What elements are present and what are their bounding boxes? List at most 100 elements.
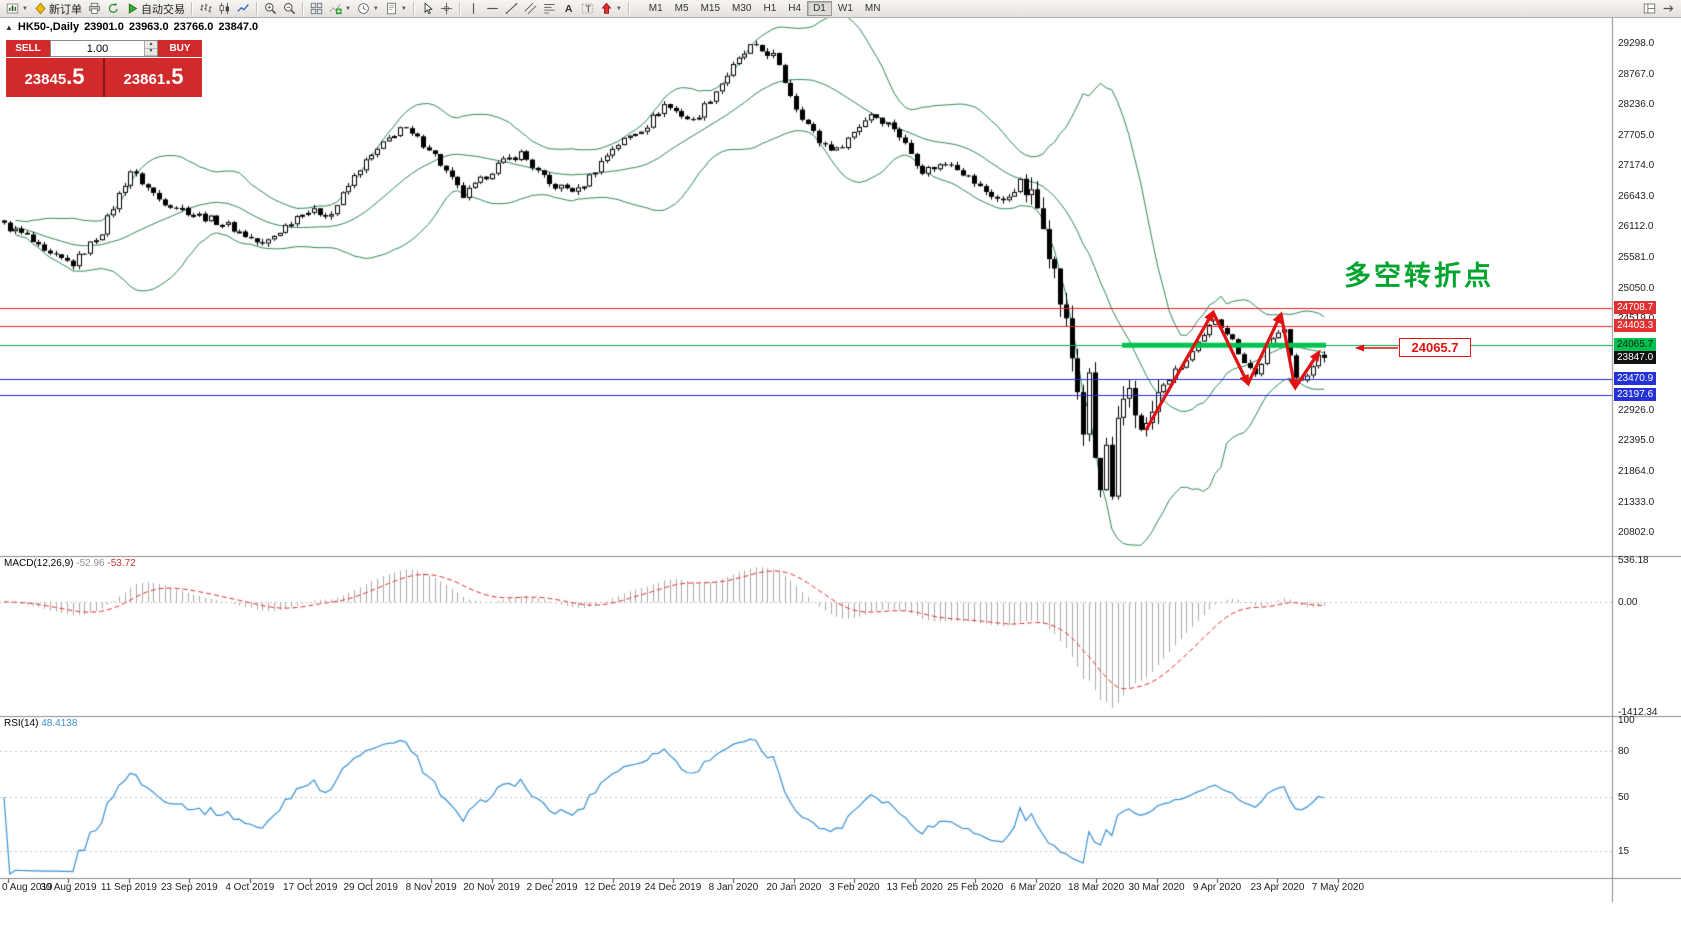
symbol-label: HK50-,Daily [17,21,80,33]
rsi-scale-label: 15 [1618,845,1630,857]
toolbar-text-label-button[interactable]: T [578,1,597,17]
volume-field: ▲ ▼ [50,40,158,57]
toolbar-new-chart-button[interactable]: ▼ [3,1,31,17]
toolbar-separator [412,2,415,15]
volume-input[interactable] [51,41,144,56]
date-label: 18 Mar 2020 [1068,882,1125,893]
horizontal-line-icon [486,2,499,15]
chart-candles-icon [218,2,231,15]
toolbar-chart-candles-button[interactable] [215,1,234,17]
buy-price-pip: .5 [165,64,184,89]
timeframe-mn[interactable]: MN [864,3,881,14]
toolbar-buttons: ▼ 新订单 自动交易 ▼ ▼ ▼ A T ▼ [3,1,633,17]
toolbar-vertical-line-button[interactable] [464,1,483,17]
macd-scale-label: 536.18 [1618,555,1649,566]
timeframe-m5[interactable]: M5 [674,3,689,14]
macd-name: MACD(12,26,9) [4,558,74,569]
buy-button[interactable]: BUY [158,40,202,57]
sell-button[interactable]: SELL [6,40,50,57]
toolbar-crosshair-button[interactable] [437,1,456,17]
one-click-collapse-icon[interactable]: ▲ [5,23,13,32]
volume-spinner: ▲ ▼ [144,41,157,56]
price-scale-label: 21333.0 [1618,496,1655,508]
timeframe-d1[interactable]: D1 [807,1,832,16]
toolbar-tile-windows-button[interactable] [307,1,326,17]
volume-down-button[interactable]: ▼ [145,48,157,56]
price-scale-label: 20802.0 [1618,527,1655,539]
date-label: 6 Mar 2020 [1010,882,1061,893]
text-label-icon: T [581,2,594,15]
timeframe-m30[interactable]: M30 [732,3,752,14]
chart-title: ▲ HK50-,Daily 23901.0 23963.0 23766.0 23847.0 [5,21,263,33]
toolbar-indicators-button[interactable]: ▼ [326,1,354,17]
price-scale-label: 27174.0 [1618,160,1655,172]
toolbar-new-order-button[interactable]: 新订单 [31,1,85,17]
price-axis[interactable]: 29298.0 28767.0 28236.0 27705.0 27174.0 26643… [1613,0,1680,944]
date-label: 17 Oct 2019 [283,882,338,893]
toolbar-arrow-objects-button[interactable]: ▼ [597,1,625,17]
arrow-objects-caret-icon[interactable]: ▼ [615,5,622,12]
rsi-scale-label: 50 [1618,792,1630,803]
buy-price-button[interactable]: 23861.5 [105,58,202,97]
toolbar-cursor-button[interactable] [418,1,437,17]
toolbar-periods-button[interactable]: ▼ [354,1,382,17]
timeframe-w1[interactable]: W1 [837,3,853,14]
high-value: 23963.0 [128,21,169,33]
date-label: 11 Sep 2019 [100,882,157,893]
toolbar-print-button[interactable] [85,1,104,17]
date-label: 9 Apr 2020 [1192,882,1242,893]
toolbar-horizontal-line-button[interactable] [483,1,502,17]
rsi-scale-label: 100 [1618,715,1635,726]
svg-text:T: T [585,4,591,14]
timeframe-h4[interactable]: H4 [788,3,802,14]
price-scale-label: 22926.0 [1618,404,1655,416]
price-scale-label: 25050.0 [1618,282,1655,294]
toolbar-window-layout-button[interactable] [1640,1,1659,17]
chart-annotation-text[interactable]: 多空转折点 [1344,261,1494,291]
sell-price-button[interactable]: 23845.5 [6,58,103,97]
toolbar-trendline-button[interactable] [502,1,521,17]
auto-trading-label: 自动交易 [140,3,185,16]
toolbar-chart-bars-button[interactable] [196,1,215,17]
toolbar-text-button[interactable]: A [559,1,578,17]
toolbar-expand-panel-button[interactable] [1659,1,1678,17]
price-scale-label: 21864.0 [1618,466,1655,477]
indicators-caret-icon[interactable]: ▼ [344,5,351,12]
date-label: 20 Nov 2019 [463,882,520,893]
toolbar-refresh-button[interactable] [104,1,123,17]
periods-icon [357,2,370,15]
toolbar-chart-line-button[interactable] [234,1,253,17]
price-scale-label: 24519.0 [1618,313,1654,324]
date-label: 12 Dec 2019 [584,882,641,893]
volume-up-button[interactable]: ▲ [145,41,157,49]
timeframe-h1[interactable]: H1 [763,3,777,14]
price-scale-label: 28236.0 [1618,99,1655,111]
new-chart-caret-icon[interactable]: ▼ [22,5,28,12]
periods-caret-icon[interactable]: ▼ [372,5,379,12]
refresh-icon [107,2,120,15]
low-value: 23766.0 [173,21,214,33]
zoom-in-icon [264,2,277,15]
macd-scale-label: -1412.34 [1618,707,1658,718]
date-label: 25 Feb 2020 [947,882,1004,893]
toolbar-equidistant-channel-button[interactable] [521,1,540,17]
crosshair-icon [440,2,453,15]
date-label: 23 Sep 2019 [160,882,218,893]
toolbar: ▼ 新订单 自动交易 ▼ ▼ ▼ A T ▼ M1 M5 M15 M30 H1 H4 D1 W1 MN [0,0,1681,18]
price-callout-label[interactable]: 24065.7 [1399,338,1471,357]
toolbar-zoom-in-button[interactable] [261,1,280,17]
toolbar-auto-trading-button[interactable]: 自动交易 [123,1,188,17]
tile-windows-icon [310,2,323,15]
chart-area[interactable] [0,18,1681,944]
toolbar-zoom-out-button[interactable] [280,1,299,17]
toolbar-fibonacci-retracement-button[interactable] [540,1,559,17]
time-axis[interactable]: 0 Aug 2019 30 Aug 2019 11 Sep 2019 23 Sep 2… [0,882,1681,896]
templates-caret-icon[interactable]: ▼ [400,5,407,12]
timeframe-m1[interactable]: M1 [648,3,663,14]
date-label: 3 Feb 2020 [828,882,880,893]
price-scale-label: 28767.0 [1618,68,1655,80]
trendline-icon [505,2,518,15]
toolbar-templates-button[interactable]: ▼ [382,1,410,17]
timeframe-m15[interactable]: M15 [700,3,721,14]
